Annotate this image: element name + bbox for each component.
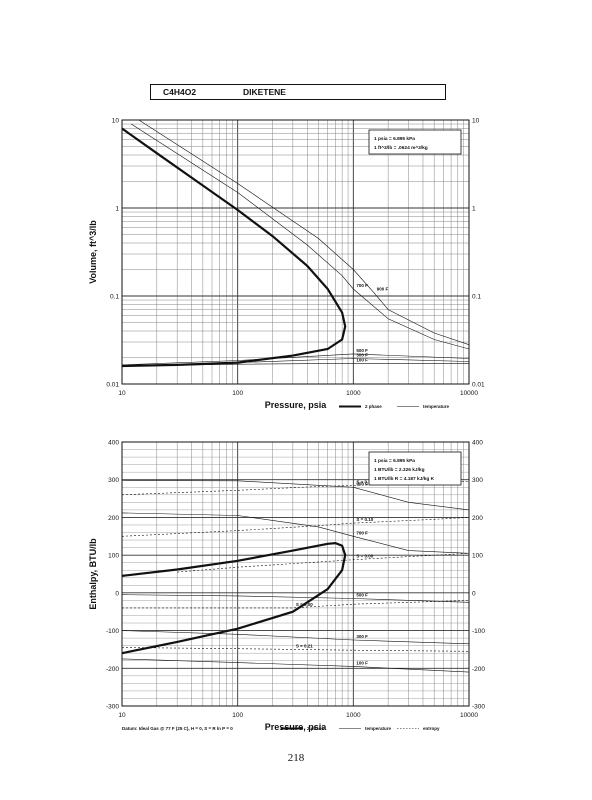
y-tick-label: 0 [115,590,119,597]
temperature-line [121,480,470,511]
enthalpy-chart: 10 100 1000 10000-300 -300-200 -200-100 -1000 0… [88,440,485,733]
series-label: 500 F [356,593,368,598]
series-label: S = 0.10 [356,517,373,522]
conversion-line: 1 ft^3/lb = .0624 m^3/kg [374,145,428,151]
series-label: 700 F [356,530,368,535]
temperature-line [121,630,470,645]
series-label: 300 F [356,352,368,357]
series-label: 100 F [356,357,368,362]
two-phase-curve [121,127,347,368]
series-label: S = 0.00 [296,602,313,607]
series-label: 300 F [356,634,368,639]
conversion-line: 1 BTU/lb = 2.326 kJ/kg [374,467,425,473]
y-tick-label: -200 [106,666,119,673]
page-number: 218 [287,752,305,764]
plot-area [122,120,469,384]
y-axis-label: Volume, ft^3/lb [88,220,98,284]
series-label: 900 F [377,286,389,291]
y-tick-label-right: 10 [472,118,480,125]
plot-area [122,442,469,706]
temperature-line [121,362,470,367]
datum-note: Datum: Ideal Gas @ 77 F (25 C), H = 0, S… [122,726,233,731]
entropy-line [121,480,470,496]
y-tick-label-right: 0.01 [472,382,485,389]
y-tick-label-right: 0 [472,590,476,597]
x-tick-label: 1000 [346,390,361,397]
chart-title-box: C4H4O2 DIKETENE [150,84,446,100]
y-tick-label-right: 1 [472,206,476,213]
plot-frame [121,119,470,385]
series-label: 900 F [356,481,368,486]
y-tick-label: -300 [106,704,119,711]
legend-label: temperature [423,404,450,409]
y-tick-label-right: 0.1 [472,294,481,301]
conversion-line: 1 BTU/lb R = 4.187 kJ/kg K [374,476,435,482]
conversion-line: 1 psia = 6.895 kPa [374,458,415,464]
x-tick-label: 10 [118,390,126,397]
y-tick-label-right: 100 [472,553,483,560]
plot-frame [121,441,470,707]
y-tick-label-right: -100 [472,628,485,635]
y-tick-label: 1 [115,206,119,213]
y-tick-label: 400 [108,440,119,447]
x-tick-label: 100 [232,712,243,719]
temperature-line [121,353,470,366]
legend-label: 2 phase [307,726,324,731]
conversion-line: 1 psia = 6.895 kPa [374,136,415,142]
temperature-line [121,358,470,367]
x-tick-label: 10 [118,712,126,719]
x-tick-label: 1000 [346,712,361,719]
y-tick-label: 10 [112,118,120,125]
entropy-line [121,517,470,537]
gridlines [122,120,469,384]
y-tick-label-right: -200 [472,666,485,673]
entropy-line [122,600,470,609]
y-tick-label: 0.1 [110,294,119,301]
y-tick-label: 300 [108,477,119,484]
x-tick-label: 10000 [460,390,478,397]
legend-label: temperature [365,726,392,731]
y-tick-label-right: 300 [472,477,483,484]
temperature-line [131,123,470,350]
series-label: S = 0.21 [356,479,373,484]
y-tick-label: 200 [108,515,119,522]
y-tick-label: 0.01 [106,382,119,389]
temperature-line [121,658,470,673]
compound-name: DIKETENE [243,87,286,97]
series-label: S = 0.21 [296,643,313,648]
temperature-line [121,594,470,603]
conversion-box [368,129,462,155]
y-tick-label-right: -300 [472,704,485,711]
two-phase-curve [121,541,347,655]
temperature-line [138,119,470,345]
y-tick-label-right: 400 [472,440,483,447]
x-axis-label: Pressure, psia [265,722,328,732]
x-axis-label: Pressure, psia [265,400,328,410]
compound-formula: C4H4O2 [163,87,197,97]
temperature-line [121,512,470,554]
series-label: S = 0.00 [356,554,373,559]
y-axis-label: Enthalpy, BTU/lb [88,538,98,610]
x-tick-label: 100 [232,390,243,397]
series-label: 700 F [356,283,368,288]
x-tick-label: 10000 [460,712,478,719]
conversion-box [368,451,462,486]
y-tick-label-right: 200 [472,515,483,522]
y-tick-label: -100 [106,628,119,635]
entropy-line [121,647,470,652]
legend-label: 2 phase [365,404,382,409]
legend-label: entropy [423,726,440,731]
series-label: 500 F [356,348,368,353]
series-label: 100 F [356,660,368,665]
series-group: 900 F 700 F 500 F 300 F 100 F S = 0.21 S = 0.1… [121,479,470,673]
y-tick-label: 100 [108,553,119,560]
